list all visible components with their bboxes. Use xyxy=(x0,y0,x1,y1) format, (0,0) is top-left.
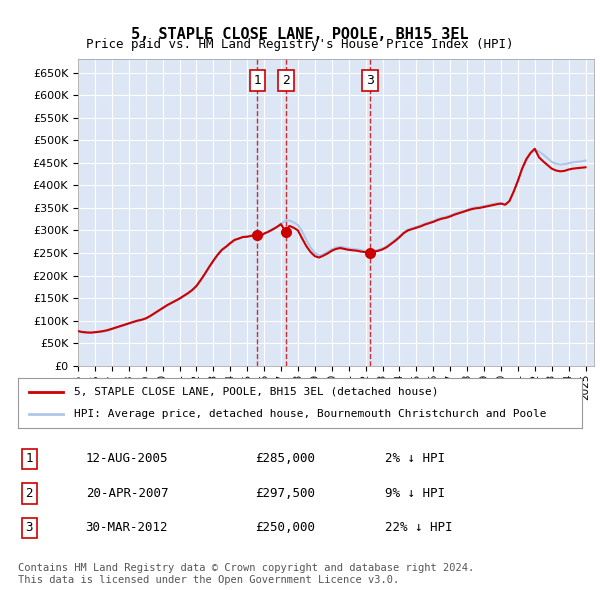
Text: HPI: Average price, detached house, Bournemouth Christchurch and Poole: HPI: Average price, detached house, Bour… xyxy=(74,409,547,419)
Text: 2: 2 xyxy=(282,74,290,87)
Text: 20-APR-2007: 20-APR-2007 xyxy=(86,487,168,500)
Text: 2% ↓ HPI: 2% ↓ HPI xyxy=(385,453,445,466)
Text: 2: 2 xyxy=(26,487,33,500)
Text: 5, STAPLE CLOSE LANE, POOLE, BH15 3EL: 5, STAPLE CLOSE LANE, POOLE, BH15 3EL xyxy=(131,27,469,41)
Text: £250,000: £250,000 xyxy=(255,522,315,535)
Text: 5, STAPLE CLOSE LANE, POOLE, BH15 3EL (detached house): 5, STAPLE CLOSE LANE, POOLE, BH15 3EL (d… xyxy=(74,386,439,396)
Text: This data is licensed under the Open Government Licence v3.0.: This data is licensed under the Open Gov… xyxy=(18,575,399,585)
Text: 22% ↓ HPI: 22% ↓ HPI xyxy=(385,522,452,535)
Text: 30-MAR-2012: 30-MAR-2012 xyxy=(86,522,168,535)
Text: 12-AUG-2005: 12-AUG-2005 xyxy=(86,453,168,466)
Text: 1: 1 xyxy=(253,74,261,87)
Text: £297,500: £297,500 xyxy=(255,487,315,500)
Text: 1: 1 xyxy=(26,453,33,466)
Text: Contains HM Land Registry data © Crown copyright and database right 2024.: Contains HM Land Registry data © Crown c… xyxy=(18,563,474,573)
Text: 3: 3 xyxy=(366,74,374,87)
Text: 9% ↓ HPI: 9% ↓ HPI xyxy=(385,487,445,500)
Text: Price paid vs. HM Land Registry's House Price Index (HPI): Price paid vs. HM Land Registry's House … xyxy=(86,38,514,51)
Text: £285,000: £285,000 xyxy=(255,453,315,466)
Text: 3: 3 xyxy=(26,522,33,535)
